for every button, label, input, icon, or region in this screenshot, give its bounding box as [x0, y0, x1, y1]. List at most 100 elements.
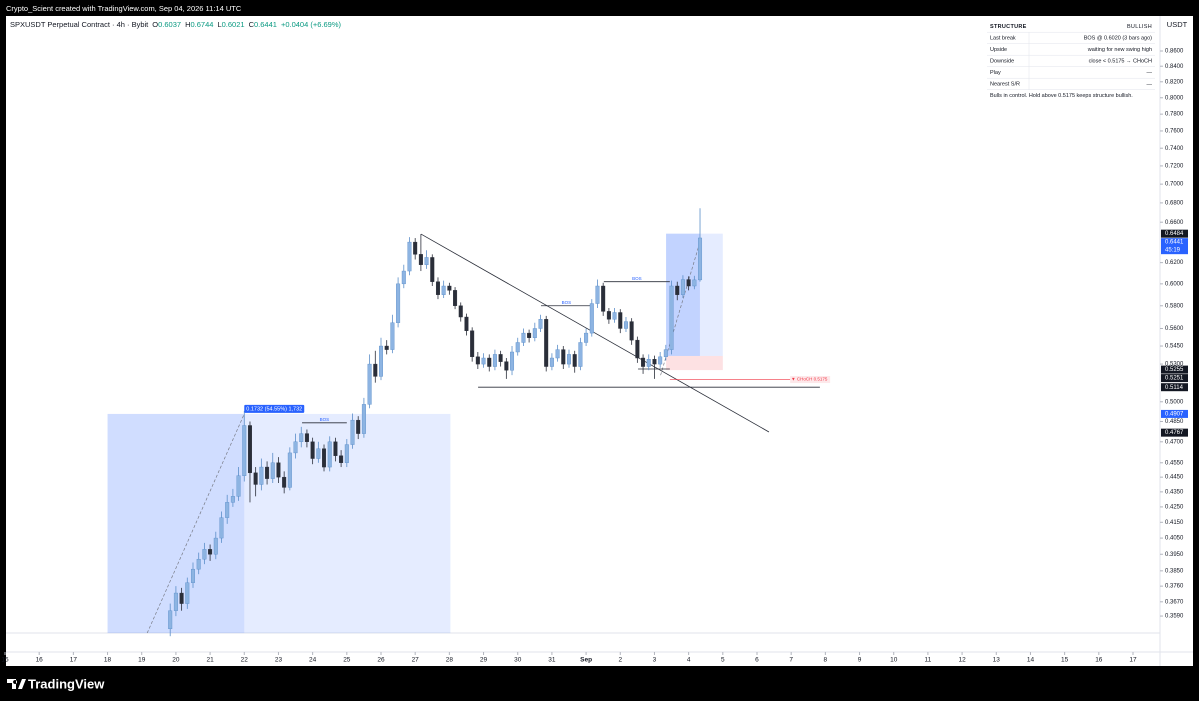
candle-body — [339, 455, 344, 463]
x-tick-label: 15 — [1061, 657, 1069, 664]
y-tick-label: 0.7000 — [1165, 182, 1184, 188]
price-label: 0.5251 — [1165, 376, 1184, 382]
candle-body — [561, 349, 566, 365]
candle-body — [578, 342, 583, 367]
candle-body — [686, 279, 691, 287]
y-tick-label: 0.4050 — [1165, 536, 1184, 542]
y-tick-label: 0.7400 — [1165, 146, 1184, 152]
candle-body — [435, 281, 440, 295]
choch-label-bg — [790, 376, 831, 384]
x-tick-label: 16 — [36, 657, 44, 664]
candle-body — [322, 448, 327, 468]
y-tick-label: 0.4550 — [1165, 460, 1184, 466]
candle-body — [510, 351, 515, 371]
candle-body — [589, 303, 594, 334]
ohlc-label: C — [249, 20, 255, 29]
candle-body — [641, 357, 646, 367]
y-tick-label: 0.5800 — [1165, 303, 1184, 309]
candle-body — [276, 462, 281, 478]
y-tick-label: 0.3950 — [1165, 552, 1184, 558]
y-tick-label: 0.8200 — [1165, 79, 1184, 85]
y-tick-label: 0.4350 — [1165, 489, 1184, 495]
candle-body — [566, 354, 571, 365]
table-row-value: — — [1147, 81, 1153, 87]
candle-body — [219, 517, 224, 539]
countdown: 45:19 — [1165, 248, 1181, 254]
ohlc-label: L — [217, 20, 221, 29]
y-tick-label: 0.6000 — [1165, 281, 1184, 287]
y-tick-label: 0.6600 — [1165, 220, 1184, 226]
candle-body — [242, 425, 247, 476]
price-label: 0.5255 — [1165, 367, 1184, 373]
candle-body — [361, 404, 366, 434]
candle-body — [287, 452, 292, 488]
candle-body — [253, 472, 258, 485]
y-tick-label: 0.3760 — [1165, 584, 1184, 590]
candle-body — [623, 321, 628, 329]
candle-body — [595, 285, 600, 304]
price-label: 0.4767 — [1165, 430, 1184, 436]
candle-body — [487, 357, 492, 367]
ohlc-value: 0.6021 — [222, 20, 245, 29]
candle-body — [504, 361, 509, 371]
candle-body — [230, 496, 235, 503]
y-tick-label: 0.3850 — [1165, 568, 1184, 574]
candle-body — [196, 558, 201, 570]
candle-body — [225, 502, 230, 518]
candle-body — [293, 441, 298, 454]
price-label-box — [1161, 238, 1188, 255]
candle-body — [316, 448, 321, 459]
candle-body — [367, 363, 372, 405]
candle-body — [532, 328, 537, 338]
candle-body — [698, 237, 703, 281]
y-tick-label: 0.6800 — [1165, 200, 1184, 206]
candle-body — [247, 425, 252, 474]
y-tick-label: 0.3670 — [1165, 599, 1184, 605]
price-label-box — [1161, 383, 1188, 392]
price-label-box — [1161, 374, 1188, 383]
candle-body — [378, 345, 383, 377]
price-label-box — [1161, 365, 1188, 374]
candle-body — [606, 311, 611, 320]
candle-body — [470, 330, 475, 358]
bos-label: BOS — [562, 300, 572, 305]
candle-body — [658, 356, 663, 365]
candle-body — [390, 322, 395, 350]
candle-body — [584, 332, 589, 343]
y-tick-label: 0.5000 — [1165, 399, 1184, 405]
candle-body — [464, 316, 469, 331]
y-tick-label: 0.8600 — [1165, 49, 1184, 55]
table-row-label: Downside — [990, 58, 1014, 64]
range-label-bg — [244, 404, 305, 413]
table-note: Bulls in control. Hold above 0.5175 keep… — [990, 93, 1133, 99]
price-label: 0.6484 — [1165, 231, 1184, 237]
candle-body — [601, 285, 606, 312]
ohlc-label: H — [185, 20, 190, 29]
x-tick-label: 9 — [858, 657, 862, 664]
table-status: BULLISH — [1127, 24, 1152, 30]
x-tick-label: 26 — [377, 657, 385, 664]
candle-body — [629, 321, 634, 341]
candle-body — [458, 305, 463, 318]
x-tick-label: 5 — [721, 657, 725, 664]
table-row-value: — — [1147, 70, 1153, 76]
candle-body — [401, 270, 406, 285]
candle-body — [680, 279, 685, 295]
x-tick-label: 7 — [789, 657, 793, 664]
candle-body — [635, 339, 640, 359]
candle-body — [373, 363, 378, 377]
y-tick-label: 0.4850 — [1165, 419, 1184, 425]
price-label-box — [1161, 409, 1188, 418]
x-tick-label: 15 — [1, 657, 9, 664]
y-tick-label: 0.5600 — [1165, 326, 1184, 332]
trendline — [420, 233, 770, 433]
candle-body — [572, 354, 577, 367]
candle-body — [202, 549, 207, 560]
x-tick-label: 21 — [206, 657, 214, 664]
x-tick-label: 8 — [824, 657, 828, 664]
table-row-label: Last break — [990, 35, 1016, 41]
candle-body — [270, 462, 275, 479]
candle-body — [692, 279, 697, 287]
candle-body — [384, 345, 389, 350]
